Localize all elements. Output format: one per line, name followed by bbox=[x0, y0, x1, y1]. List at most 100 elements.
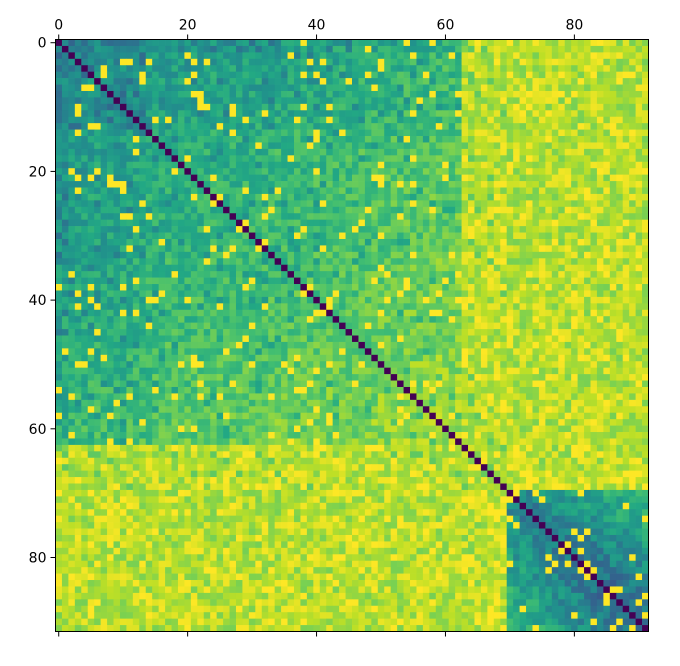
heatmap-cell bbox=[132, 386, 140, 394]
heatmap-cell bbox=[642, 58, 649, 66]
heatmap-cell bbox=[94, 226, 101, 233]
heatmap-cell bbox=[493, 142, 501, 150]
heatmap-cell bbox=[248, 84, 256, 92]
heatmap-cell bbox=[293, 97, 301, 105]
heatmap-cell bbox=[571, 110, 578, 118]
heatmap-cell bbox=[584, 65, 591, 73]
heatmap-cell bbox=[461, 90, 469, 98]
heatmap-cell bbox=[242, 303, 250, 311]
heatmap-cell bbox=[158, 238, 166, 246]
heatmap-cell bbox=[538, 226, 546, 233]
heatmap-cell bbox=[551, 335, 559, 343]
heatmap-cell bbox=[255, 200, 263, 208]
heatmap-cell bbox=[629, 155, 636, 163]
heatmap-cell bbox=[442, 335, 450, 343]
heatmap-cell bbox=[500, 341, 508, 349]
heatmap-cell bbox=[229, 329, 237, 336]
heatmap-cell bbox=[132, 78, 140, 85]
heatmap-cell bbox=[468, 187, 475, 195]
heatmap-cell bbox=[564, 219, 572, 227]
heatmap-cell bbox=[126, 245, 134, 253]
heatmap-cell bbox=[229, 136, 237, 143]
heatmap-cell bbox=[229, 264, 237, 272]
heatmap-cell bbox=[616, 238, 624, 246]
heatmap-cell bbox=[345, 251, 353, 259]
heatmap-cell bbox=[61, 78, 69, 85]
heatmap-cell bbox=[358, 348, 366, 356]
heatmap-cell bbox=[190, 380, 198, 388]
heatmap-cell bbox=[603, 129, 611, 137]
heatmap-cell bbox=[339, 354, 346, 362]
heatmap-cell bbox=[455, 361, 462, 369]
heatmap-cell bbox=[326, 380, 334, 388]
heatmap-cell bbox=[384, 226, 392, 233]
heatmap-cell bbox=[61, 361, 69, 369]
heatmap-cell bbox=[132, 296, 140, 304]
heatmap-cell bbox=[584, 142, 591, 150]
heatmap-cell bbox=[526, 200, 533, 208]
heatmap-cell bbox=[235, 58, 243, 66]
heatmap-cell bbox=[461, 213, 469, 221]
heatmap-cell bbox=[190, 309, 198, 317]
heatmap-cell bbox=[629, 193, 636, 201]
heatmap-cell bbox=[300, 84, 308, 92]
heatmap-cell bbox=[635, 258, 643, 266]
heatmap-cell bbox=[165, 193, 172, 201]
heatmap-cell bbox=[203, 136, 211, 143]
heatmap-cell bbox=[384, 103, 392, 111]
heatmap-cell bbox=[100, 65, 108, 73]
heatmap-cell bbox=[100, 174, 108, 182]
heatmap-cell bbox=[558, 329, 566, 336]
heatmap-cell bbox=[274, 380, 282, 388]
heatmap-cell bbox=[513, 148, 520, 156]
heatmap-cell bbox=[300, 90, 308, 98]
heatmap-cell bbox=[152, 116, 159, 124]
heatmap-cell bbox=[94, 193, 101, 201]
heatmap-cell bbox=[158, 284, 166, 291]
heatmap-cell bbox=[300, 129, 308, 137]
heatmap-cell bbox=[248, 136, 256, 143]
heatmap-cell bbox=[500, 303, 508, 311]
heatmap-cell bbox=[113, 264, 121, 272]
heatmap-cell bbox=[448, 65, 456, 73]
heatmap-cell bbox=[577, 296, 585, 304]
heatmap-cell bbox=[455, 90, 462, 98]
heatmap-cell bbox=[268, 329, 276, 336]
heatmap-cell bbox=[493, 284, 501, 291]
heatmap-cell bbox=[197, 129, 205, 137]
heatmap-cell bbox=[158, 193, 166, 201]
heatmap-cell bbox=[371, 148, 379, 156]
heatmap-cell bbox=[203, 386, 211, 394]
heatmap-cell bbox=[519, 335, 527, 343]
heatmap-cell bbox=[132, 71, 140, 79]
heatmap-cell bbox=[210, 335, 217, 343]
heatmap-cell bbox=[364, 329, 372, 336]
heatmap-cell bbox=[293, 309, 301, 317]
heatmap-cell bbox=[558, 367, 566, 375]
heatmap-cell bbox=[390, 110, 398, 118]
heatmap-cell bbox=[255, 123, 263, 130]
heatmap-cell bbox=[87, 226, 95, 233]
heatmap-cell bbox=[74, 245, 82, 253]
heatmap-cell bbox=[410, 116, 417, 124]
heatmap-cell bbox=[171, 148, 179, 156]
heatmap-cell bbox=[274, 219, 282, 227]
heatmap-cell bbox=[538, 45, 546, 53]
heatmap-cell bbox=[248, 97, 256, 105]
heatmap-cell bbox=[203, 277, 211, 285]
heatmap-cell bbox=[487, 65, 495, 73]
heatmap-cell bbox=[216, 303, 224, 311]
heatmap-cell bbox=[94, 219, 101, 227]
heatmap-cell bbox=[184, 296, 192, 304]
heatmap-cell bbox=[184, 271, 192, 278]
heatmap-cell bbox=[558, 142, 566, 150]
heatmap-cell bbox=[126, 58, 134, 66]
heatmap-cell bbox=[596, 374, 604, 381]
heatmap-cell bbox=[603, 322, 611, 330]
heatmap-cell bbox=[571, 200, 578, 208]
heatmap-cell bbox=[107, 277, 114, 285]
heatmap-cell bbox=[577, 232, 585, 240]
heatmap-cell bbox=[545, 58, 553, 66]
heatmap-cell bbox=[339, 335, 346, 343]
heatmap-cell bbox=[371, 354, 379, 362]
